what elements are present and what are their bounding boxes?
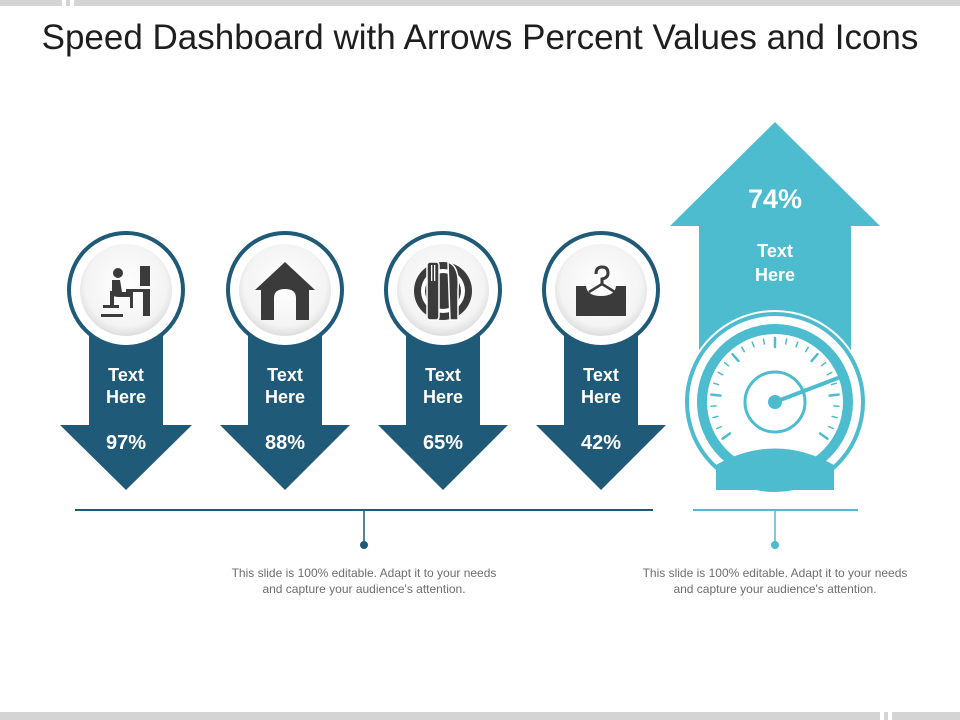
gauge-tick xyxy=(827,425,834,430)
gauge-tick xyxy=(795,341,799,348)
gauge-tick xyxy=(721,432,732,440)
arrow-2-label-line2: Here xyxy=(265,387,305,407)
down-arrow-2: Text Here 88% xyxy=(220,231,350,490)
gauge-tick xyxy=(831,415,838,419)
home-icon xyxy=(255,262,315,320)
description-left-line2: and capture your audience's attention. xyxy=(262,582,466,596)
featured-label-line1: Text xyxy=(757,241,793,261)
gauge-tick xyxy=(810,352,819,363)
gauge-tick xyxy=(818,432,829,440)
arrow-3-label-line1: Text xyxy=(425,365,461,385)
gauge-tick xyxy=(723,361,730,367)
connector-left xyxy=(75,509,653,549)
workstation-icon xyxy=(101,266,150,317)
description-right-line2: and capture your audience's attention. xyxy=(673,582,877,596)
arrow-2-label-line1: Text xyxy=(267,365,303,385)
description-right-line1: This slide is 100% editable. Adapt it to… xyxy=(642,566,908,580)
arrow-4-label-line1: Text xyxy=(583,365,619,385)
up-arrow-featured: 74% Text Here xyxy=(670,122,880,494)
arrow-1-value: 97% xyxy=(106,432,146,454)
gauge-tick xyxy=(731,352,740,363)
gauge-tick xyxy=(716,425,723,430)
gauge-tick xyxy=(784,338,788,345)
top-decor-strip xyxy=(0,0,960,6)
featured-value: 74% xyxy=(748,184,802,214)
bottom-decor-strip xyxy=(0,712,960,720)
description-left-line1: This slide is 100% editable. Adapt it to… xyxy=(231,566,497,580)
gauge-tick xyxy=(713,382,720,386)
gauge-tick xyxy=(710,393,722,397)
gauge-tick xyxy=(830,382,837,386)
description-left: This slide is 100% editable. Adapt it to… xyxy=(204,565,524,597)
arrow-4-value: 42% xyxy=(581,432,621,454)
slide-title: Speed Dashboard with Arrows Percent Valu… xyxy=(41,18,919,57)
gauge-tick xyxy=(820,361,827,367)
gauge-tick xyxy=(804,346,809,353)
gauge-tick xyxy=(741,346,746,353)
down-arrow-1: Text Here 97% xyxy=(60,231,192,490)
down-arrow-4: Text Here 42% xyxy=(536,231,666,490)
arrow-2-value: 88% xyxy=(265,432,305,454)
hanger-box-icon xyxy=(576,265,626,316)
gauge-tick xyxy=(828,393,840,397)
gauge-tick xyxy=(751,341,755,348)
gauge-tick xyxy=(717,371,724,376)
gauge-tick xyxy=(762,338,766,345)
arrow-4-label-line2: Here xyxy=(581,387,621,407)
dining-icon xyxy=(414,260,472,321)
arrow-1-label-line2: Here xyxy=(106,387,146,407)
description-right: This slide is 100% editable. Adapt it to… xyxy=(615,565,935,597)
connector-right xyxy=(693,509,858,549)
arrow-3-value: 65% xyxy=(423,432,463,454)
gauge-tick xyxy=(712,415,719,419)
down-arrow-3: Text Here 65% xyxy=(378,231,508,490)
gauge-tick xyxy=(826,371,833,376)
speedometer-icon xyxy=(707,334,843,490)
featured-label-line2: Here xyxy=(755,265,795,285)
arrow-3-label-line2: Here xyxy=(423,387,463,407)
arrow-1-label-line1: Text xyxy=(108,365,144,385)
